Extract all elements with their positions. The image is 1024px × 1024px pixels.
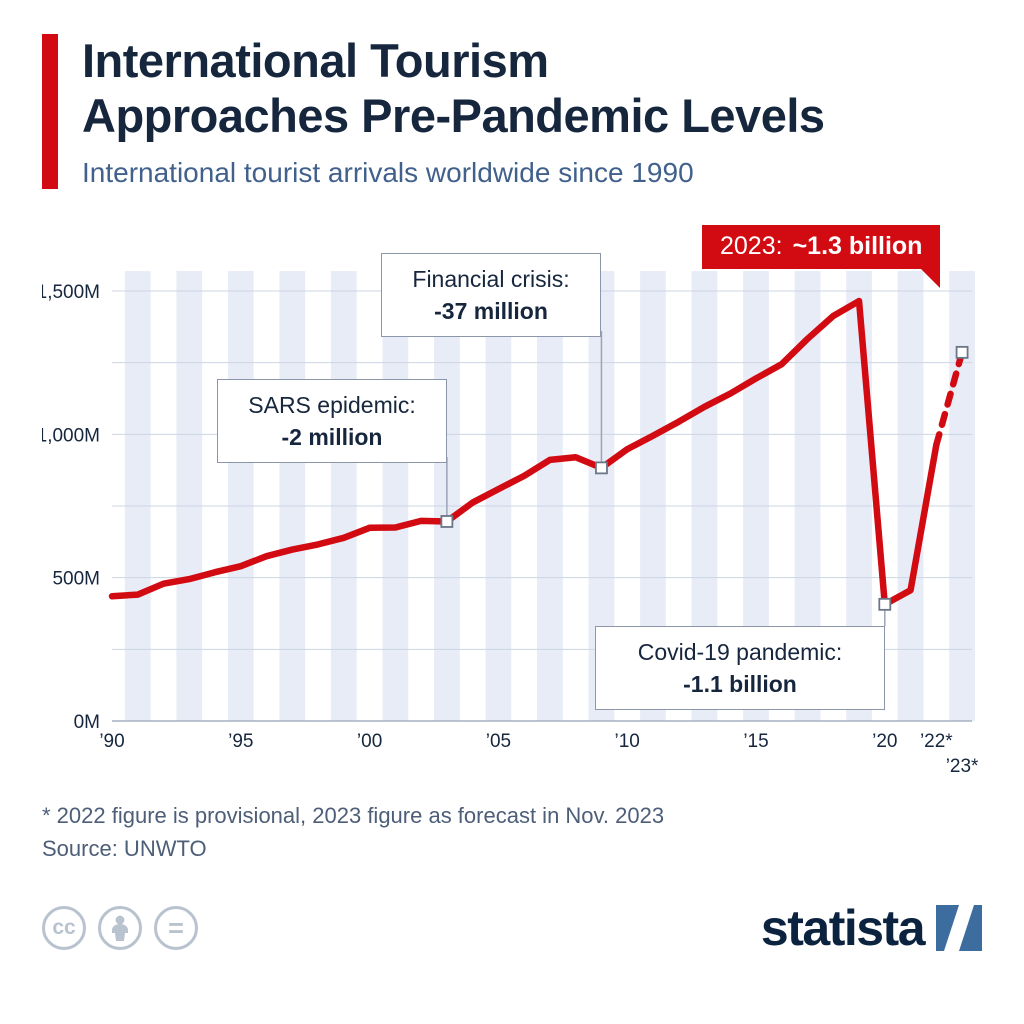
annotation-sars-value: -2 million [281,424,383,451]
annotation-covid-value: -1.1 billion [683,671,797,698]
annotation-covid-label: Covid-19 pandemic: [637,639,843,666]
chart: 0M 500M 1,000M 1,500M ’90 ’95 ’00 ’05 ’10 ’15 ’20 ’… [42,225,982,781]
callout-2023-prefix: 2023: [720,232,783,261]
svg-text:’23*: ’23* [946,756,979,777]
annotation-covid: Covid-19 pandemic: -1.1 billion [595,626,885,711]
bottom-bar: cc = statista [42,899,982,957]
svg-text:1,500M: 1,500M [42,282,100,303]
callout-pointer [921,269,941,289]
svg-text:500M: 500M [52,569,100,590]
statista-logo: statista [761,899,982,957]
callout-2023: 2023: ~1.3 billion [702,225,941,289]
cc-license-icons: cc = [42,906,198,951]
page-title: International Tourism Approaches Pre-Pan… [82,34,825,143]
annotation-financial-crisis-label: Financial crisis: [412,266,570,293]
red-accent-bar [42,34,58,190]
svg-text:’95: ’95 [228,731,253,752]
svg-text:1,000M: 1,000M [42,425,100,446]
annotation-sars-label: SARS epidemic: [248,392,416,419]
attribution-icon [98,906,142,951]
svg-text:’05: ’05 [486,731,511,752]
callout-2023-value: ~1.3 billion [792,232,923,261]
cc-icon: cc [42,906,86,951]
no-derivatives-icon: = [154,906,198,951]
annotation-sars: SARS epidemic: -2 million [217,379,447,464]
svg-text:’15: ’15 [743,731,768,752]
footnote-block: * 2022 figure is provisional, 2023 figur… [42,799,982,865]
statista-logo-text: statista [760,900,926,957]
svg-text:0M: 0M [74,712,100,733]
title-line-2: Approaches Pre-Pandemic Levels [82,88,825,142]
page-subtitle: International tourist arrivals worldwide… [82,157,694,189]
source: Source: UNWTO [42,836,207,862]
annotation-financial-crisis: Financial crisis: -37 million [381,253,601,338]
svg-text:’20: ’20 [872,731,897,752]
footnote: * 2022 figure is provisional, 2023 figur… [42,803,665,829]
svg-text:’00: ’00 [357,731,382,752]
annotation-financial-crisis-value: -37 million [434,298,548,325]
header: International Tourism Approaches Pre-Pan… [42,34,982,190]
svg-text:’10: ’10 [615,731,640,752]
title-line-1: International Tourism [82,34,549,87]
svg-text:’90: ’90 [99,731,124,752]
svg-text:’22*: ’22* [920,731,953,752]
statista-logo-mark [936,905,982,952]
